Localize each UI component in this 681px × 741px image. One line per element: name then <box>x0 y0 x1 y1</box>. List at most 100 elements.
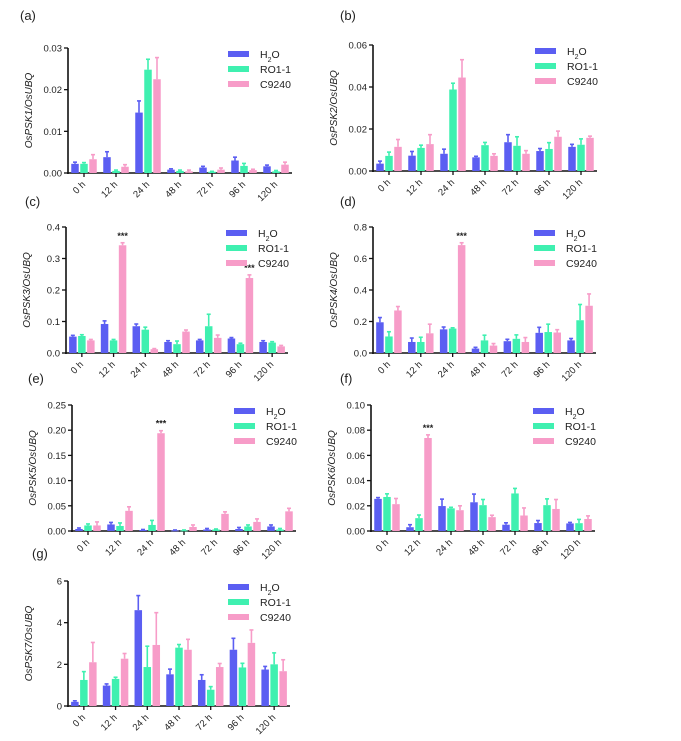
bar <box>208 171 216 173</box>
bar <box>376 322 384 353</box>
bar <box>206 689 215 706</box>
x-tick-label: 72 h <box>199 537 220 558</box>
bar <box>511 493 519 531</box>
bar <box>534 523 542 531</box>
bar <box>118 245 127 353</box>
bar <box>448 328 457 353</box>
legend-label: C9240 <box>565 436 596 448</box>
y-tick-label: 0.4 <box>47 223 60 234</box>
bar <box>249 170 257 173</box>
bar <box>132 326 141 353</box>
y-tick-label: 0.20 <box>48 426 67 437</box>
y-tick-label: 0.00 <box>44 169 63 180</box>
bar <box>472 157 480 171</box>
legend-label-suffix: O <box>272 49 280 61</box>
x-tick-label: 48 h <box>160 359 181 380</box>
y-tick-label: 0.0 <box>47 349 60 360</box>
x-tick-label: 48 h <box>468 359 489 380</box>
bar <box>586 137 594 171</box>
bar <box>285 511 293 531</box>
legend-swatch <box>533 423 554 429</box>
legend-swatch <box>226 230 247 236</box>
y-tick-label: 0.0 <box>354 349 367 360</box>
bar <box>457 245 466 353</box>
y-axis-label: OsPSK1/OsUBQ <box>24 72 35 148</box>
x-tick-label: 24 h <box>436 177 457 198</box>
legend-swatch <box>535 78 556 84</box>
legend-label: H2O <box>260 582 280 597</box>
legend-label: RO1-1 <box>258 243 289 255</box>
subscript: 2 <box>268 590 272 597</box>
x-tick-label: 96 h <box>530 537 551 558</box>
y-tick-label: 0.04 <box>349 83 368 94</box>
y-tick-label: 2 <box>57 660 62 671</box>
bar <box>394 310 402 353</box>
y-tick-label: 0.00 <box>347 527 366 538</box>
y-tick-label: 0.03 <box>44 44 63 55</box>
bar <box>215 667 224 706</box>
x-tick-label: 72 h <box>194 712 215 733</box>
subscript: 2 <box>274 414 278 421</box>
x-tick-label: 0 h <box>71 712 88 729</box>
x-tick-label: 12 h <box>103 537 124 558</box>
bar <box>203 529 211 531</box>
legend-label: C9240 <box>260 79 291 91</box>
bar <box>417 147 425 171</box>
legend-swatch <box>533 408 554 414</box>
bar <box>80 679 88 706</box>
x-tick-label: 0 h <box>71 179 88 196</box>
x-tick-label: 120 h <box>561 177 586 202</box>
legend-swatch <box>533 438 554 444</box>
bar <box>544 332 552 353</box>
bar <box>502 524 510 531</box>
legend-label: C9240 <box>266 436 297 448</box>
x-tick-label: 12 h <box>99 712 120 733</box>
y-tick-label: 0.25 <box>48 401 67 412</box>
legend-label-suffix: O <box>272 582 280 594</box>
bar <box>112 170 120 173</box>
y-axis-label: OsPSK5/OsUBQ <box>28 430 39 506</box>
y-tick-label: 0 <box>57 702 62 713</box>
significance-marker: *** <box>423 423 434 433</box>
bar <box>279 671 287 706</box>
panel-label: (c) <box>25 194 40 209</box>
bar <box>490 155 498 171</box>
x-tick-label: 96 h <box>231 537 252 558</box>
subscript: 2 <box>574 236 578 243</box>
y-tick-label: 0.02 <box>347 501 366 512</box>
bar <box>567 340 575 353</box>
y-axis-label: OsPSK6/OsUBQ <box>327 430 338 506</box>
legend-label: H2O <box>266 406 286 421</box>
bar <box>471 348 480 353</box>
legend-swatch <box>234 408 255 414</box>
x-tick-label: 24 h <box>129 359 150 380</box>
legend-label: H2O <box>566 228 586 243</box>
x-tick-label: 120 h <box>559 537 584 562</box>
bar <box>568 146 576 171</box>
legend-swatch <box>228 614 249 620</box>
legend-label: RO1-1 <box>566 243 597 255</box>
y-tick-label: 0.01 <box>44 127 63 138</box>
bar <box>204 326 213 353</box>
bar <box>415 518 423 531</box>
bar <box>554 136 562 171</box>
bar <box>116 525 124 531</box>
bar <box>84 525 92 531</box>
x-tick-label: 72 h <box>192 359 213 380</box>
bar <box>195 340 204 353</box>
y-tick-label: 0.2 <box>47 286 60 297</box>
chart-panel-7: (g) OsPSK7/OsUBQ 0 2 4 6 0 h 12 h 24 h 48 h 72 h 96… <box>24 546 291 737</box>
y-axis-label: OsPSK2/OsUBQ <box>329 70 340 146</box>
x-tick-label: 48 h <box>162 712 183 733</box>
bar <box>253 521 261 531</box>
bar <box>263 166 271 173</box>
y-tick-label: 0.15 <box>48 451 67 462</box>
subscript: 2 <box>268 57 272 64</box>
legend-swatch <box>228 66 249 72</box>
bar <box>153 79 161 173</box>
bar <box>141 329 150 353</box>
bar <box>247 642 256 706</box>
x-tick-label: 0 h <box>374 537 391 554</box>
y-tick-label: 0.04 <box>347 476 366 487</box>
